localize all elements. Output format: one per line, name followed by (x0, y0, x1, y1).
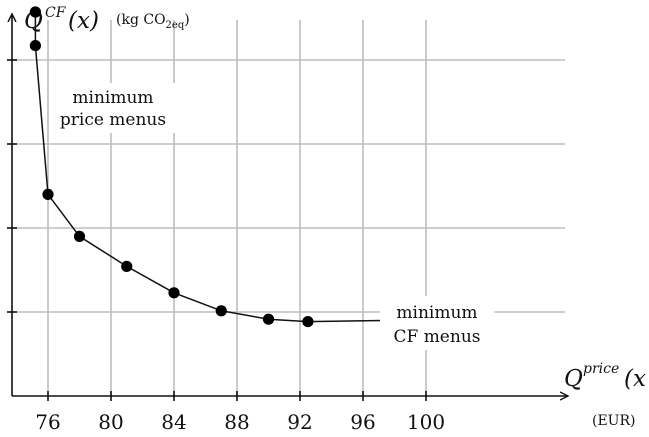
data-point (168, 287, 180, 299)
x-axis-superscript: price (583, 361, 619, 377)
data-points (29, 6, 393, 328)
annotation-minimum-price: minimum price menus (58, 83, 176, 133)
data-point (302, 316, 314, 328)
data-point (262, 313, 275, 325)
x-axis-argument: (x (624, 366, 646, 392)
x-tick-labels: 76 80 84 88 92 96 100 (35, 410, 445, 434)
annotation-line: minimum (396, 303, 477, 323)
x-tick-label: 80 (98, 410, 123, 434)
x-tick-label: 84 (161, 410, 186, 434)
y-axis-unit: (kg CO2eq) (116, 12, 190, 31)
data-point (215, 305, 227, 317)
annotation-background (58, 83, 176, 133)
pareto-curve (34, 12, 387, 323)
annotation-line: price menus (60, 110, 166, 130)
x-tick-label: 96 (350, 410, 375, 434)
x-tick-label: 92 (287, 410, 312, 434)
y-axis-ticks (7, 59, 17, 313)
annotation-background (380, 296, 494, 350)
x-tick-label: 88 (224, 410, 249, 434)
annotation-line: CF menus (393, 327, 480, 347)
y-axis-label: Q CF (x) (kg CO2eq) (24, 5, 190, 34)
data-point (29, 6, 41, 18)
x-axis-label: Q price (x (EUR) (564, 361, 646, 429)
data-point (73, 230, 86, 242)
y-axis-argument: (x) (68, 8, 99, 34)
grid (12, 20, 565, 396)
data-point (42, 188, 54, 200)
x-axis-ticks (47, 391, 427, 401)
annotation-minimum-cf: minimum CF menus (380, 296, 494, 350)
data-point (29, 40, 41, 52)
annotation-line: minimum (72, 88, 153, 108)
x-axis-unit: (EUR) (592, 413, 635, 429)
data-point (121, 260, 133, 272)
x-tick-label: 100 (407, 410, 445, 434)
y-axis-superscript: CF (45, 5, 67, 21)
x-tick-label: 76 (35, 410, 60, 434)
x-axis-symbol: Q (564, 366, 583, 392)
